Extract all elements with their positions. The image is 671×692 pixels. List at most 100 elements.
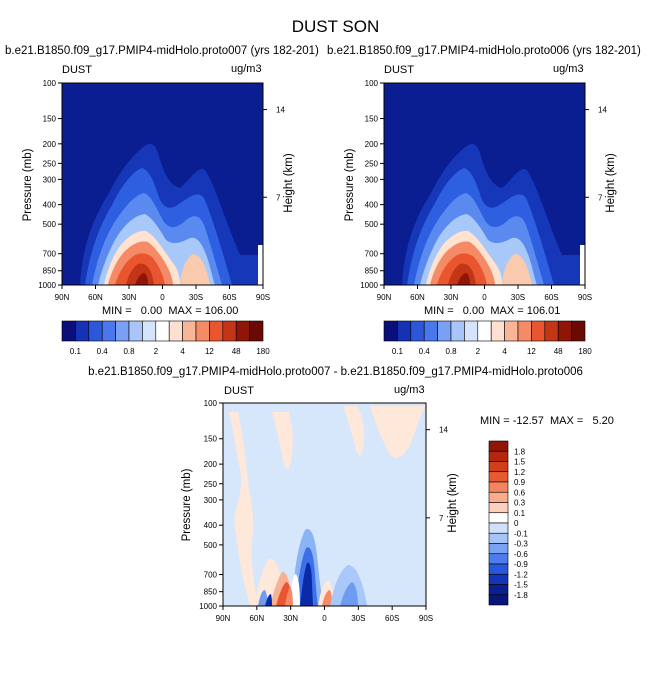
panel2-colorbar-box [477, 320, 492, 342]
panel3-colorbar-box [488, 532, 509, 544]
panel2-colorbar-box [531, 320, 546, 342]
panel1-units-label: ug/m3 [231, 63, 262, 75]
panel2-ytick-label: 250 [365, 159, 379, 168]
panel1-ytick-label: 500 [43, 220, 57, 229]
panel2-colorbar-box [557, 320, 572, 342]
panel1-colorbar-box [222, 320, 237, 342]
panel3-colorbar-box [488, 502, 509, 514]
panel1-y2tick-label: 7 [276, 193, 281, 202]
panel3-units-label: ug/m3 [394, 384, 425, 396]
panel2-xtick-label: 60S [544, 293, 558, 302]
panel1-ytick-label: 200 [43, 140, 57, 149]
panel3-xtick-label: 60N [249, 614, 264, 623]
panel3-colorbar-label: -1.2 [514, 570, 528, 579]
panel3-colorbar-box [488, 553, 509, 565]
panel2-colorbar-box [544, 320, 559, 342]
panel1-colorbar-box [115, 320, 130, 342]
panel3-colorbar-label: 0.3 [514, 499, 526, 508]
panel3-colorbar-box [488, 512, 509, 524]
panel3-colorbar-box [488, 522, 509, 534]
panel3-ytick-label: 500 [204, 541, 218, 550]
panel3-stats: MIN = -12.57 MAX = 5.20 [480, 415, 614, 427]
panel3-colorbar-label: 0.1 [514, 509, 526, 518]
panel3-colorbar-box [488, 450, 509, 462]
panel2-colorbar-label: 2 [476, 347, 481, 356]
panel2-xtick-label: 90N [377, 293, 392, 302]
panel1-variable-label: DUST [62, 64, 92, 76]
panel2-variable-label: DUST [384, 64, 414, 76]
panel3-colorbar-box [488, 594, 509, 606]
panel2-ytick-label: 300 [365, 175, 379, 184]
panel1-colorbar-box [182, 320, 197, 342]
panel3-colorbar-label: 0.6 [514, 488, 526, 497]
panel2-y2tick-label: 7 [598, 193, 603, 202]
panel1-xtick-label: 90N [55, 293, 70, 302]
panel3-xtick-label: 0 [322, 614, 327, 623]
panel2-colorbar-label: 12 [527, 347, 536, 356]
panel3-field [223, 403, 426, 606]
panel2-colorbar-label: 4 [502, 347, 507, 356]
panel1-xtick-label: 30S [189, 293, 203, 302]
panel3-colorbar-label: 0 [514, 519, 519, 528]
panel2-colorbar-box [504, 320, 519, 342]
panel1-ytick-label: 100 [43, 79, 57, 88]
panel1-colorbar-box [61, 320, 76, 342]
panel3-y2tick-label: 14 [439, 426, 448, 435]
panel1-colorbar-box [249, 320, 264, 342]
panel1-colorbar-label: 0.1 [70, 347, 82, 356]
panel2-colorbar-box [517, 320, 532, 342]
panel2-colorbar-label: 0.8 [445, 347, 457, 356]
panel2-title: b.e21.B1850.f09_g17.PMIP4-midHolo.proto0… [327, 45, 641, 57]
panel1-stats: MIN = 0.00 MAX = 106.00 [102, 305, 239, 317]
panel1-colorbar-box [142, 320, 157, 342]
panel3-ytick-label: 250 [204, 480, 218, 489]
panel1-ytick-label: 400 [43, 201, 57, 210]
panel3-colorbar-label: 1.5 [514, 458, 526, 467]
panel2-xtick-label: 60N [410, 293, 425, 302]
panel2-ytick-label: 1000 [360, 281, 378, 290]
panel2-ytick-label: 700 [365, 250, 379, 259]
panel3-colorbar-box [488, 563, 509, 575]
panel3-ytick-label: 700 [204, 571, 218, 580]
panel2-ytick-label: 850 [365, 267, 379, 276]
panel2-xtick-label: 30N [444, 293, 459, 302]
panel2-colorbar-box [383, 320, 398, 342]
panel1-colorbar-label: 0.4 [97, 347, 109, 356]
panel3-colorbar-label: -1.8 [514, 591, 528, 600]
panel2-colorbar-box [437, 320, 452, 342]
panel1-colorbar-label: 12 [205, 347, 214, 356]
panel3-ytick-label: 850 [204, 588, 218, 597]
panel2-stats: MIN = 0.00 MAX = 106.01 [424, 305, 561, 317]
panel1-xtick-label: 0 [160, 293, 165, 302]
panel3-xtick-label: 60S [385, 614, 399, 623]
panel2-xtick-label: 90S [578, 293, 592, 302]
panel1-colorbar-box [101, 320, 116, 342]
panel3-ytick-label: 100 [204, 399, 218, 408]
panel1-ytick-label: 150 [43, 115, 57, 124]
panel2-ytick-label: 500 [365, 220, 379, 229]
panel1-colorbar-box [195, 320, 210, 342]
panel2-colorbar-label: 48 [554, 347, 563, 356]
panel2-colorbar-label: 0.4 [419, 347, 431, 356]
panel1-colorbar-box [235, 320, 250, 342]
panel1-colorbar-box [155, 320, 170, 342]
panel3-colorbar-box [488, 440, 509, 452]
panel2-xtick-label: 30S [511, 293, 525, 302]
panel3-xtick-label: 90N [216, 614, 231, 623]
panel2-xtick-label: 0 [482, 293, 487, 302]
panel1-field [62, 83, 263, 285]
panel2-ytick-label: 100 [365, 79, 379, 88]
panel2-ytick-label: 200 [365, 140, 379, 149]
panel3-colorbar-box [488, 584, 509, 596]
panel2-colorbar-box [410, 320, 425, 342]
panel3-ytick-label: 300 [204, 496, 218, 505]
panel3-colorbar-box [488, 491, 509, 503]
panel1-title: b.e21.B1850.f09_g17.PMIP4-midHolo.proto0… [5, 45, 319, 57]
panel1-ytick-label: 250 [43, 159, 57, 168]
panel2-field [384, 83, 585, 285]
panel3-colorbar-box [488, 471, 509, 483]
panel3-colorbar-label: -0.3 [514, 540, 528, 549]
panel2-colorbar-box [397, 320, 412, 342]
panel2-colorbar-box [423, 320, 438, 342]
